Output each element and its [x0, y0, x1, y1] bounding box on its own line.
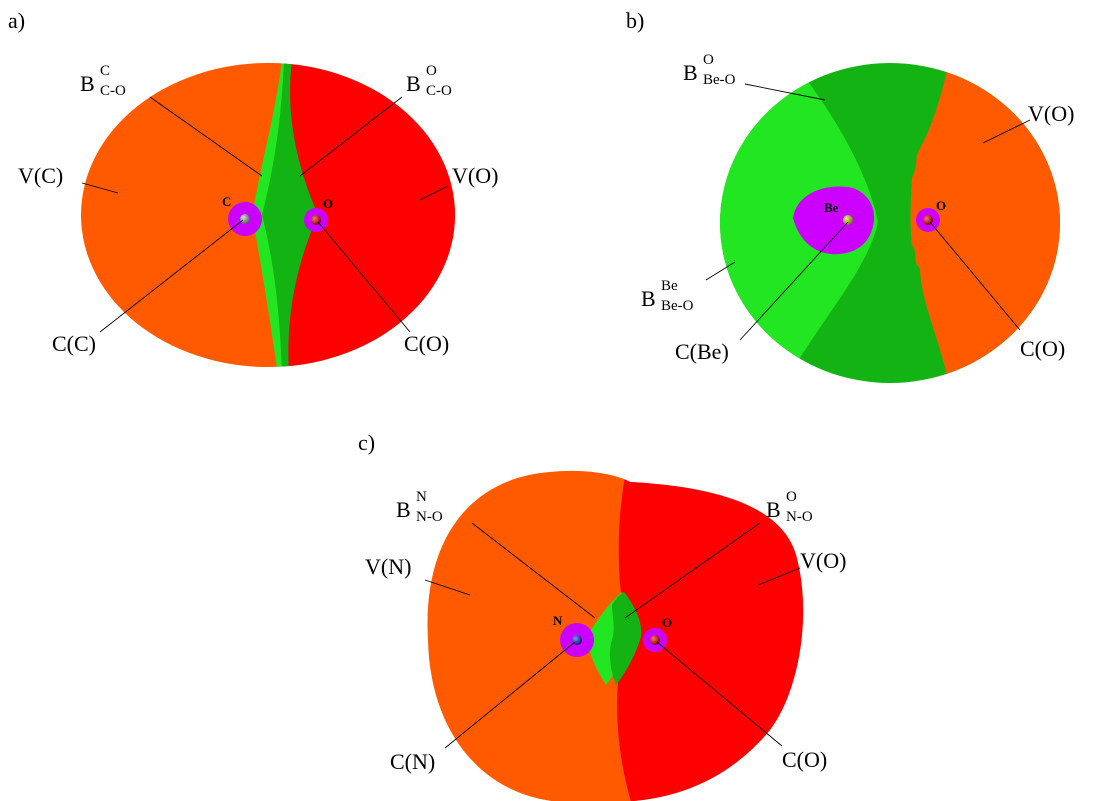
panel-a-leader-vo [419, 185, 449, 201]
carbon-atom-icon [240, 214, 250, 224]
panel-b-valence-oxygen [910, 63, 1060, 383]
panel-c-leader-co [656, 641, 783, 747]
panel-a-leader-bc [149, 96, 263, 177]
panel-a-leader-vc [81, 182, 119, 194]
panel-b-leader-co [929, 221, 1021, 331]
panel-a-bond-dark [262, 63, 318, 367]
panel-c-leader-bn [471, 522, 596, 619]
panel-c-leader-cn [444, 641, 576, 749]
panel-a-diagram [81, 63, 455, 367]
panel-c-bond-dark [609, 592, 642, 685]
beryllium-atom-icon [843, 215, 853, 225]
panel-a-leader-co [317, 221, 411, 333]
panel-b-leader-cbe [739, 221, 849, 341]
panel-b-diagram [705, 63, 1060, 383]
panel-b-leader-bo [744, 83, 826, 101]
panel-c-leader-vo [757, 567, 801, 586]
panel-b-leader-vo [982, 119, 1031, 144]
panel-c-leader-bo [624, 522, 761, 619]
panel-b-core-beryllium [793, 186, 875, 255]
panel-a-leader-cc [99, 219, 244, 333]
panel-c-leader-vn [424, 579, 471, 596]
panel-a-valence-oxygen [284, 63, 455, 367]
panel-c-valence-oxygen [617, 470, 804, 801]
panel-c-diagram [424, 470, 804, 801]
panel-b-leader-bbe [705, 261, 736, 281]
panel-a-leader-bo [299, 96, 403, 177]
